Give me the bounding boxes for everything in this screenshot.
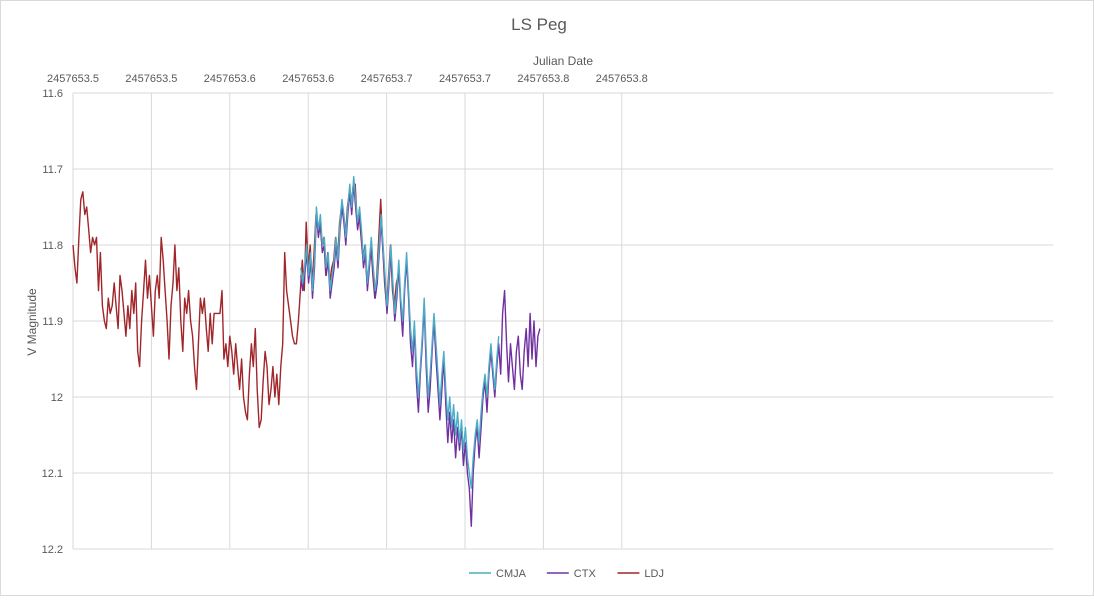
x-axis-label: Julian Date [533, 54, 593, 68]
series-lines [72, 175, 541, 527]
y-axis-label: V Magnitude [25, 288, 39, 356]
x-tick-label: 2457653.5 [47, 73, 99, 85]
x-axis-ticks: 2457653.5 2457653.5 2457653.6 2457653.6 2457… [47, 73, 648, 85]
y-tick-label: 11.6 [42, 88, 63, 100]
series-line-ldj [72, 183, 400, 429]
x-tick-label: 2457653.6 [282, 73, 334, 85]
y-tick-label: 12.2 [42, 544, 63, 556]
legend-label-ctx: CTX [574, 568, 597, 580]
x-tick-label: 2457653.8 [517, 73, 569, 85]
chart-title: LS Peg [511, 15, 567, 34]
y-tick-label: 12 [51, 392, 63, 404]
y-tick-label: 11.9 [42, 316, 63, 328]
x-tick-label: 2457653.6 [204, 73, 256, 85]
gridlines [72, 92, 1053, 550]
y-tick-label: 12.1 [42, 468, 63, 480]
legend-label-cmja: CMJA [496, 568, 527, 580]
legend: CMJA CTX LDJ [469, 568, 664, 580]
x-tick-label: 2457653.5 [125, 73, 177, 85]
x-tick-label: 2457653.8 [596, 73, 648, 85]
x-tick-label: 2457653.7 [361, 73, 413, 85]
legend-label-ldj: LDJ [644, 568, 664, 580]
y-axis-ticks: 11.6 11.7 11.8 11.9 12 12.1 12.2 [42, 88, 63, 556]
y-tick-label: 11.8 [42, 240, 63, 252]
y-tick-label: 11.7 [42, 164, 63, 176]
x-tick-label: 2457653.7 [439, 73, 491, 85]
series-line-cmja [300, 175, 500, 489]
